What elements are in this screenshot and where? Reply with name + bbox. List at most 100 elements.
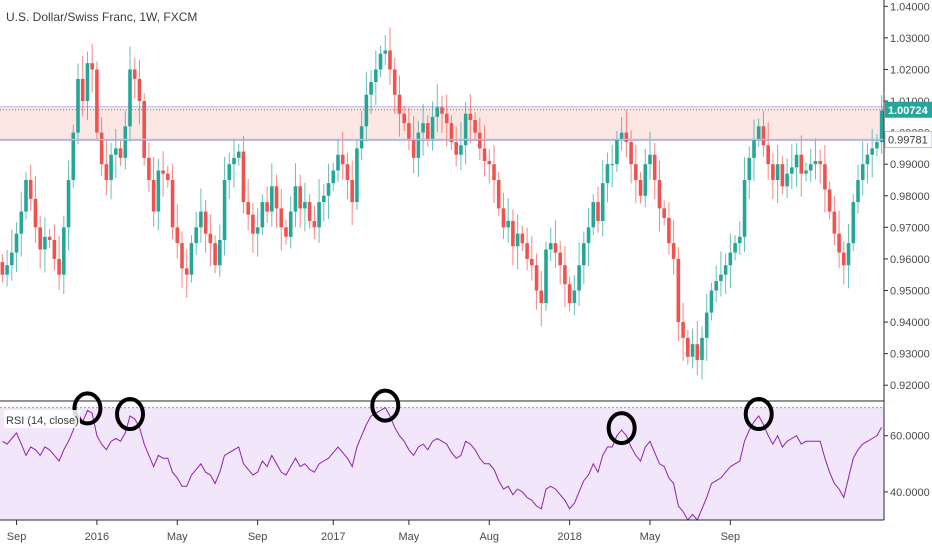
price-candles-layer <box>0 27 884 380</box>
candle-down <box>137 78 142 102</box>
candle-down <box>279 208 284 228</box>
candle-down <box>823 164 827 190</box>
rsi-series-line <box>2 406 883 521</box>
candle-down <box>345 164 350 180</box>
candle-down <box>454 142 458 155</box>
candle-down <box>402 113 406 124</box>
candle-down <box>175 227 180 244</box>
candle-down <box>147 157 151 180</box>
candle-down <box>350 179 354 203</box>
level-badge <box>884 131 932 149</box>
x-tick-label: May <box>640 531 661 543</box>
candle-up <box>66 179 71 228</box>
candle-down <box>444 113 449 124</box>
price-tick-label: 1.04000 <box>890 1 930 13</box>
x-tick-label: 2016 <box>85 531 109 543</box>
candle-up <box>742 179 747 237</box>
candle-up <box>860 164 865 180</box>
candle-down <box>118 148 123 158</box>
candle-up <box>544 249 548 304</box>
candle-up <box>875 142 879 149</box>
candle-down <box>426 123 430 139</box>
candle-down <box>539 290 544 304</box>
candle-up <box>700 337 704 360</box>
candle-up <box>421 123 425 133</box>
candle-up <box>459 145 463 155</box>
rsi-tick-label: 60.0000 <box>890 431 930 443</box>
candle-down <box>634 164 638 180</box>
candle-down <box>208 233 213 244</box>
candle-down <box>411 138 416 158</box>
candle-up <box>359 126 364 149</box>
candle-down <box>624 132 629 143</box>
candle-up <box>704 312 709 338</box>
candle-down <box>57 258 61 275</box>
candle-down <box>340 154 345 165</box>
rsi-label[interactable]: RSI (14, close) <box>6 415 79 427</box>
candle-down <box>33 198 38 228</box>
candle-down <box>686 337 690 357</box>
price-tick-label: 1.02000 <box>890 64 930 76</box>
price-levels-layer <box>0 109 884 141</box>
candle-down <box>501 208 506 228</box>
candle-down <box>388 50 392 70</box>
rsi-band <box>0 407 884 520</box>
candle-down <box>104 164 109 180</box>
candle-down <box>511 221 515 247</box>
candle-down <box>246 202 250 215</box>
candle-up <box>851 202 856 244</box>
candle-up <box>374 69 378 83</box>
candle-down <box>0 262 5 275</box>
candle-down <box>553 243 558 253</box>
candle-up <box>317 202 321 228</box>
candle-down <box>449 123 454 143</box>
candle-down <box>478 132 482 149</box>
candle-up <box>463 113 468 146</box>
candle-up <box>128 69 132 127</box>
price-tick-label: 0.93000 <box>890 349 930 361</box>
candle-up <box>260 202 265 228</box>
price-tick-label: 0.96000 <box>890 254 930 266</box>
candle-up <box>236 151 241 158</box>
candle-up <box>123 126 128 158</box>
candle-up <box>719 274 723 282</box>
candle-up <box>813 161 818 165</box>
candle-up <box>364 94 369 127</box>
candle-up <box>738 236 742 244</box>
candle-down <box>657 179 662 209</box>
candle-down <box>52 239 57 259</box>
x-tick-label: Aug <box>479 531 499 543</box>
rsi-peak-circle <box>743 397 774 432</box>
candle-down <box>832 211 837 234</box>
candle-down <box>662 208 666 218</box>
candle-up <box>747 157 752 180</box>
candle-down <box>307 202 312 222</box>
candle-down <box>842 252 846 266</box>
price-tick-label: 0.98000 <box>890 191 930 203</box>
candle-down <box>492 164 496 180</box>
last-price-badge <box>885 101 932 118</box>
candle-down <box>534 265 539 291</box>
candle-up <box>610 164 614 166</box>
candle-down <box>473 119 477 133</box>
candle-down <box>407 123 411 139</box>
x-tick-label: Sep <box>721 531 741 543</box>
candle-up <box>322 195 326 203</box>
candle-down <box>47 236 52 240</box>
candle-down <box>241 151 246 203</box>
level-badge-label: 0.99781 <box>888 135 928 147</box>
candle-down <box>671 243 676 259</box>
candle-down <box>681 322 685 338</box>
candle-down <box>695 344 700 360</box>
price-tick-label: 0.99000 <box>890 159 930 171</box>
candle-up <box>870 148 874 155</box>
candle-up <box>572 290 577 304</box>
candle-down <box>99 132 104 165</box>
candle-down <box>629 142 633 165</box>
candle-up <box>690 344 695 357</box>
candle-down <box>132 69 137 79</box>
candle-up <box>435 107 440 117</box>
